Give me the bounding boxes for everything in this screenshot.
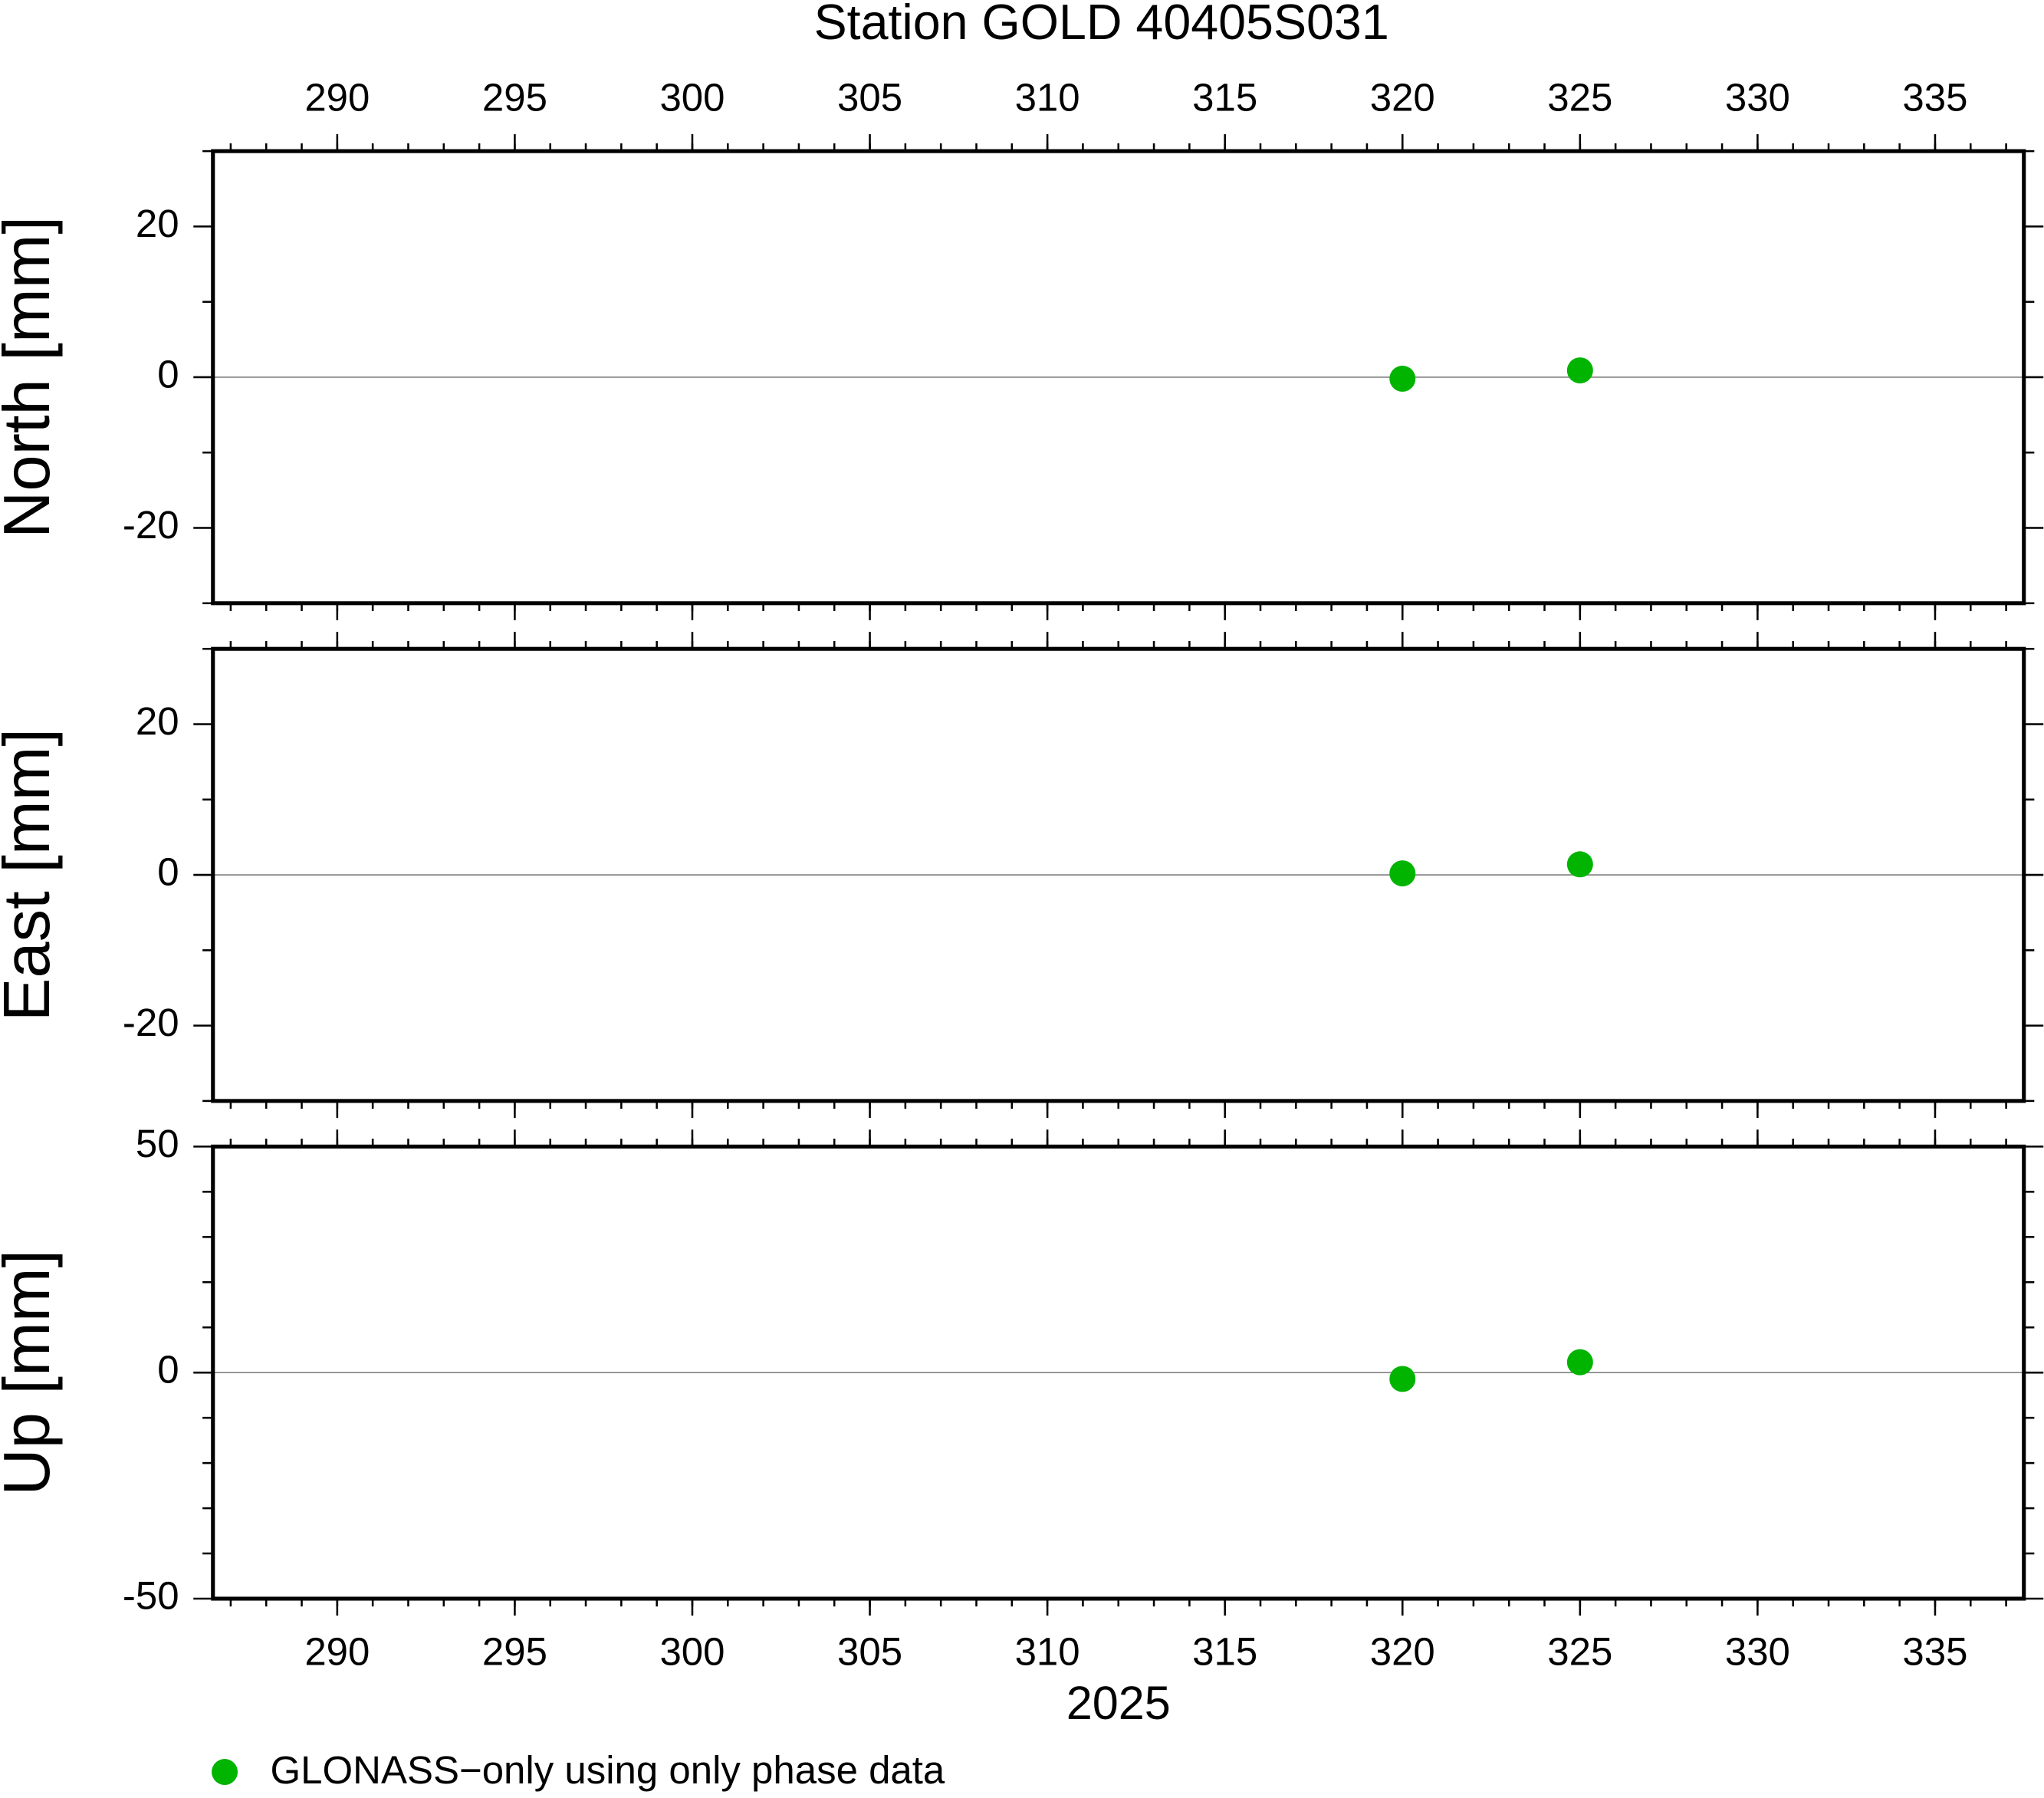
x-tick-label: 320: [1370, 1630, 1435, 1674]
y-tick-label: 0: [157, 352, 179, 396]
x-tick-label: 305: [837, 1630, 902, 1674]
x-tick-label: 325: [1547, 1630, 1612, 1674]
data-point: [1389, 860, 1416, 887]
x-tick-label: 335: [1902, 1630, 1967, 1674]
y-tick-label: 20: [136, 202, 179, 245]
x-tick-label: 325: [1547, 75, 1612, 119]
plot-frame: [211, 149, 2026, 606]
data-point: [1566, 357, 1593, 384]
y-axis-label: North [mm]: [0, 216, 64, 538]
y-tick-label: 0: [157, 850, 179, 894]
x-tick-label: 305: [837, 75, 902, 119]
data-point: [1389, 365, 1416, 392]
y-tick-label: -50: [123, 1573, 179, 1617]
x-tick-label: 320: [1370, 75, 1435, 119]
x-tick-label: 295: [482, 75, 547, 119]
data-point: [1566, 1349, 1593, 1376]
y-tick-label: 20: [136, 699, 179, 743]
x-tick-label: 310: [1015, 75, 1080, 119]
y-tick-label: 0: [157, 1348, 179, 1392]
x-tick-label: 315: [1192, 1630, 1257, 1674]
y-axis-label: Up [mm]: [0, 1250, 64, 1496]
x-axis-label: 2025: [1066, 1677, 1171, 1729]
y-axis-label: East [mm]: [0, 728, 64, 1021]
plot-frame: [211, 646, 2026, 1103]
x-tick-label: 335: [1902, 75, 1967, 119]
x-tick-label: 310: [1015, 1630, 1080, 1674]
x-tick-label: 290: [304, 75, 370, 119]
y-tick-label: -20: [123, 503, 179, 547]
legend-label: GLONASS−only using only phase data: [271, 1748, 945, 1792]
chart-title: Station GOLD 40405S031: [814, 0, 1389, 50]
y-tick-label: -20: [123, 1001, 179, 1044]
x-tick-label: 300: [659, 1630, 725, 1674]
x-tick-label: 295: [482, 1630, 547, 1674]
x-tick-label: 330: [1725, 75, 1790, 119]
x-tick-label: 290: [304, 1630, 370, 1674]
legend-marker: [212, 1759, 238, 1786]
plot-frame: [211, 1144, 2026, 1601]
x-tick-label: 330: [1725, 1630, 1790, 1674]
x-tick-label: 315: [1192, 75, 1257, 119]
y-tick-label: 50: [136, 1122, 179, 1165]
x-tick-label: 300: [659, 75, 725, 119]
data-point: [1566, 851, 1593, 878]
data-point: [1389, 1366, 1416, 1392]
